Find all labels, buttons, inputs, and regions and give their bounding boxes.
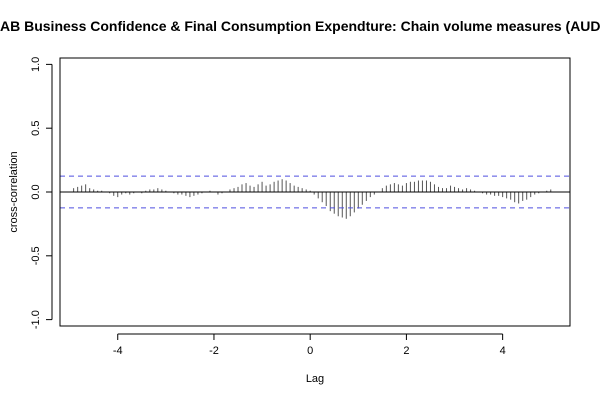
y-tick-label: -0.5	[30, 246, 42, 265]
plot-frame	[59, 57, 571, 327]
y-axis: -1.0 -0.5 0.0 0.5 1.0	[30, 57, 53, 329]
x-axis: -4 -2 0 2 4	[113, 333, 506, 357]
y-tick-label: 0.5	[30, 121, 42, 136]
x-axis-title: Lag	[306, 373, 324, 385]
y-axis-title: cross-correlation	[8, 151, 20, 232]
y-tick-label: -1.0	[30, 310, 42, 329]
y-tick-label: 1.0	[30, 57, 42, 72]
x-tick-label: -4	[113, 345, 123, 357]
x-tick-label: 2	[403, 345, 409, 357]
x-tick-label: -2	[209, 345, 219, 357]
x-tick-label: 0	[307, 345, 313, 357]
y-tick-label: 0.0	[30, 184, 42, 199]
ccf-bars	[73, 179, 552, 219]
chart-title: AB Business Confidence & Final Consumpti…	[0, 18, 600, 34]
x-tick-label: 4	[500, 345, 506, 357]
